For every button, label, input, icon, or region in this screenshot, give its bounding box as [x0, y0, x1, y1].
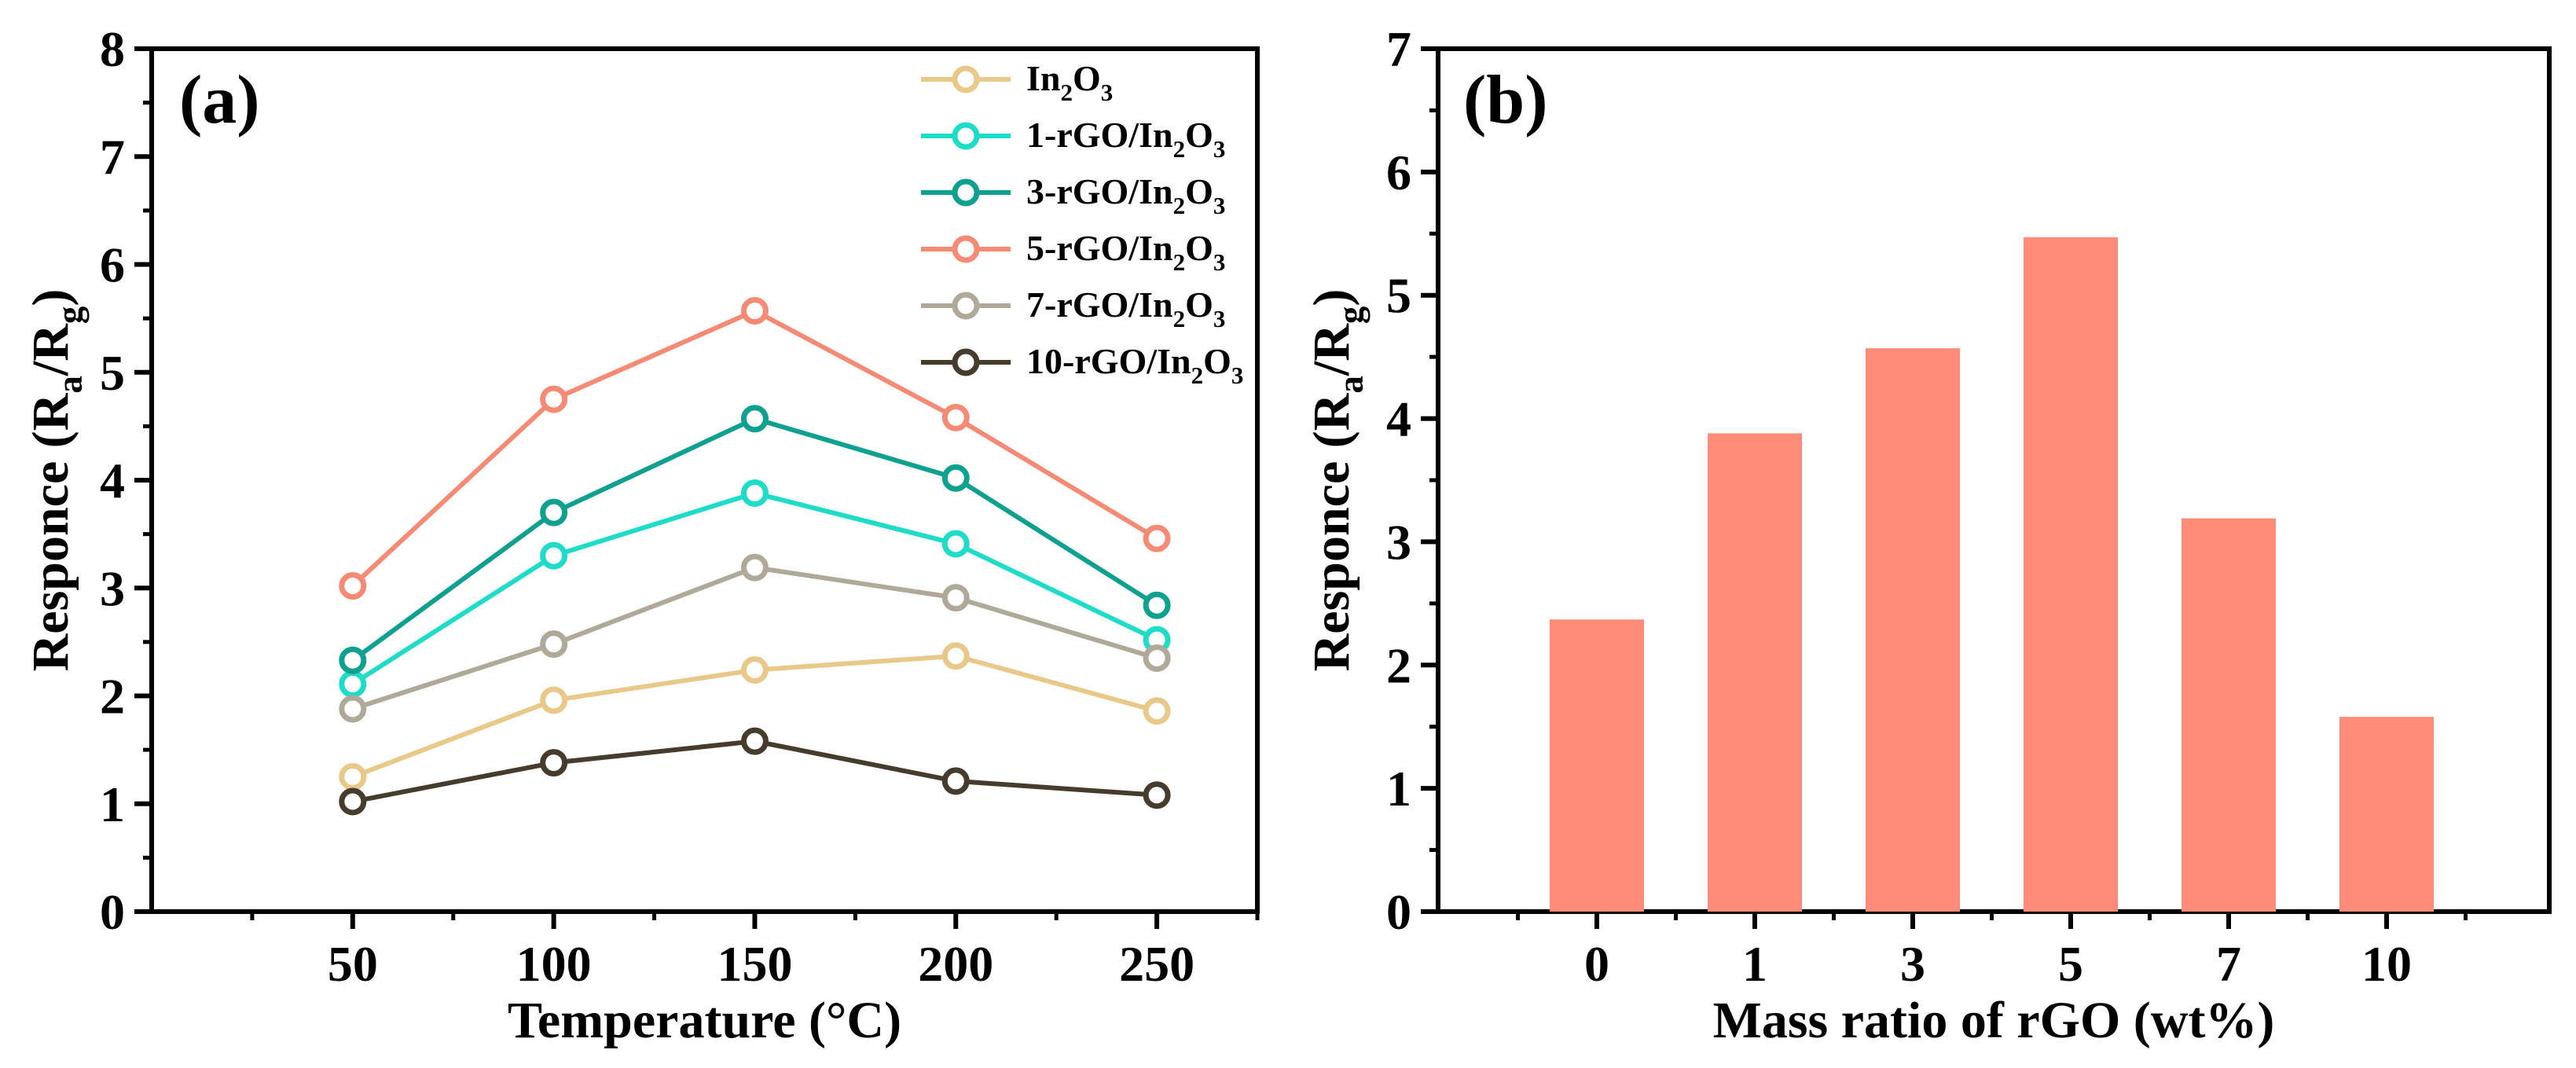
panel-a-data-point	[540, 630, 568, 659]
panel-a-data-point	[740, 727, 769, 755]
panel-a-x-tick-label: 100	[516, 936, 592, 992]
panel-b-bar	[2024, 237, 2118, 912]
panel-a-data-point	[540, 385, 568, 413]
panel-b-bar	[2182, 518, 2276, 912]
panel-a-data-point	[1143, 644, 1171, 672]
panel-a-y-tick-label: 8	[100, 21, 125, 77]
panel-b-x-axis-title: Mass ratio of rGO (wt%)	[1713, 992, 2275, 1049]
panel-a-y-tick-label: 7	[100, 129, 125, 185]
legend-swatch-marker	[952, 235, 980, 263]
panel-b-y-tick-label: 3	[1386, 514, 1411, 570]
panel-a-data-point	[740, 553, 769, 582]
panel-a-series-line	[351, 490, 1158, 686]
panel-a-data-point	[1143, 524, 1171, 552]
legend-entry-label: In2O3	[1026, 58, 1113, 106]
legend-swatch-marker	[952, 178, 980, 207]
panel-b-y-tick-label: 4	[1386, 391, 1411, 447]
panel-b-x-tick-label: 7	[2216, 936, 2241, 992]
legend-entry-label: 5-rGO/In2O3	[1026, 228, 1225, 276]
panel-a-data-point	[540, 541, 568, 570]
panel-a-data-point	[1143, 781, 1171, 809]
panel-a-data-point	[1143, 697, 1171, 725]
panel-a-data-point	[941, 642, 970, 670]
panel-b-y-tick-label: 0	[1386, 884, 1411, 940]
panel-a-data-point	[1143, 591, 1171, 619]
panel-a-y-tick-label: 6	[100, 237, 125, 293]
legend-entry-label: 1-rGO/In2O3	[1026, 115, 1225, 163]
legend-entry-label: 10-rGO/In2O3	[1026, 341, 1243, 389]
panel-a-data-point	[540, 686, 568, 714]
panel-a-label: (a)	[179, 62, 260, 138]
panel-a-data-point	[339, 787, 367, 816]
panel-a-y-tick-label: 5	[100, 345, 125, 401]
panel-b-x-tick-label: 1	[1742, 936, 1767, 992]
panel-a-data-point	[740, 405, 769, 433]
panel-b-y-tick-label: 6	[1386, 145, 1411, 200]
legend-swatch-marker	[952, 65, 980, 94]
panel-a-line-chart: 0 1 2 3 4 5 6 7 8 50 100 150 200 250 In2O3 1-rGO/In2O3…	[22, 21, 1260, 1049]
panel-a-data-point	[339, 762, 367, 791]
legend-entry-label: 3-rGO/In2O3	[1026, 171, 1225, 219]
panel-a-legend: In2O3 1-rGO/In2O3 3-rGO/In2O3 5-rGO/In2O3 7-…	[921, 58, 1243, 389]
panel-a-data-point	[740, 479, 769, 507]
panel-b-bar	[1550, 619, 1644, 912]
panel-a-data-point	[941, 767, 970, 795]
panel-a-x-tick-label: 150	[717, 936, 792, 992]
panel-a-data-point	[339, 695, 367, 723]
panel-b-y-tick-label: 1	[1386, 761, 1411, 817]
panel-a-data-point	[941, 464, 970, 492]
panel-b-y-tick-label: 7	[1386, 21, 1411, 77]
panel-a-data-point	[941, 403, 970, 431]
panel-b-bar	[1708, 433, 1802, 912]
panel-a-x-tick-label: 250	[1119, 936, 1194, 992]
panel-b-bar	[2339, 717, 2434, 912]
panel-b-x-tick-label: 5	[2058, 936, 2083, 992]
panel-a-data-point	[941, 530, 970, 558]
panel-a-y-axis-title: Responce (Ra/Rg)	[22, 289, 90, 672]
panel-a-y-tick-label: 4	[100, 453, 125, 508]
panel-a-y-tick-label: 2	[100, 669, 125, 725]
panel-b-x-tick-label: 10	[2361, 936, 2412, 992]
panel-a-y-tick-label: 1	[100, 776, 125, 832]
panel-a-y-tick-label: 0	[100, 884, 125, 940]
panel-b-x-tick-label: 3	[1900, 936, 1925, 992]
legend-entry-label: 7-rGO/In2O3	[1026, 284, 1225, 332]
panel-a-data-point	[540, 749, 568, 777]
panel-a-data-point	[339, 670, 367, 698]
panel-b-bar	[1866, 348, 1960, 912]
panel-a-data-point	[941, 584, 970, 612]
legend-swatch-marker	[952, 348, 980, 376]
panel-a-data-point	[339, 646, 367, 674]
legend-swatch-marker	[952, 292, 980, 320]
legend-swatch-marker	[952, 122, 980, 150]
panel-b-label: (b)	[1463, 62, 1548, 138]
panel-b-y-tick-label: 5	[1386, 268, 1411, 324]
panel-a-x-tick-label: 200	[918, 936, 993, 992]
panel-a-data-point	[339, 572, 367, 600]
panel-b-x-tick-label: 0	[1584, 936, 1609, 992]
panel-a-series-line	[351, 565, 1158, 711]
panel-a-data-point	[540, 498, 568, 527]
panel-a-data-point	[740, 297, 769, 325]
panel-b-y-axis-title: Responce (Ra/Rg)	[1303, 289, 1371, 672]
panel-a-data-point	[740, 656, 769, 684]
panel-a-x-axis-title: Temperature (°C)	[508, 992, 901, 1049]
panel-a-y-tick-label: 3	[100, 560, 125, 616]
panel-b-bar-chart: 0 1 2 3 4 5 6 7 0 1 3 5 7 10 (b) Mass ratio of rGO (w…	[1303, 21, 2552, 1049]
panel-a-x-tick-label: 50	[328, 936, 378, 992]
panel-b-y-tick-label: 2	[1386, 637, 1411, 693]
